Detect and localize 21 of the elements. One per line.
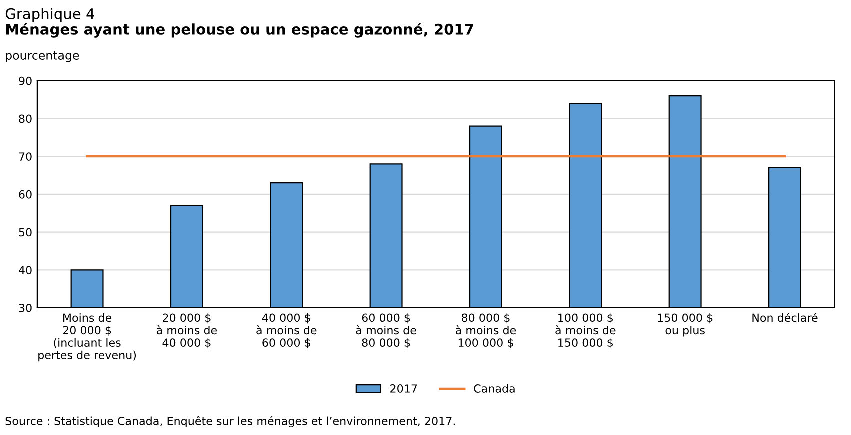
y-tick-label: 60 — [19, 190, 32, 199]
x-tick-label: 40 000 $ à moins de 60 000 $ — [256, 314, 317, 348]
chart-title: Graphique 4 — [6, 8, 94, 22]
legend-label: 2017 — [390, 384, 418, 393]
legend-label: Canada — [474, 384, 515, 393]
chart-subtitle: Ménages ayant une pelouse ou un espace gazonné, 2017 — [6, 23, 474, 38]
y-axis-title: pourcentage — [6, 52, 80, 62]
y-tick-label: 40 — [18, 266, 32, 275]
x-tick-label: 150 000 $ ou plus — [658, 314, 713, 337]
y-tick-label: 90 — [19, 76, 32, 86]
x-tick-label: 20 000 $ à moins de 40 000 $ — [156, 314, 218, 348]
x-tick-label: 60 000 $ à moins de 80 000 $ — [356, 314, 416, 348]
x-tick-label: 80 000 $ à moins de 100 000 $ — [456, 314, 516, 348]
y-tick-label: 80 — [19, 114, 32, 124]
source-note: Source : Statistique Canada, Enquête sur les ménages et l’environnement, 2017. — [6, 416, 456, 428]
x-tick-label: Moins de 20 000 $ (incluant les pertes de revenu) — [38, 314, 136, 362]
y-tick-label: 70 — [19, 152, 32, 161]
y-tick-label: 50 — [19, 228, 32, 237]
y-tick-label: 30 — [19, 304, 32, 312]
x-tick-label: Non déclaré — [752, 313, 818, 322]
x-tick-label: 100 000 $ à moins de 150 000 $ — [556, 314, 616, 348]
